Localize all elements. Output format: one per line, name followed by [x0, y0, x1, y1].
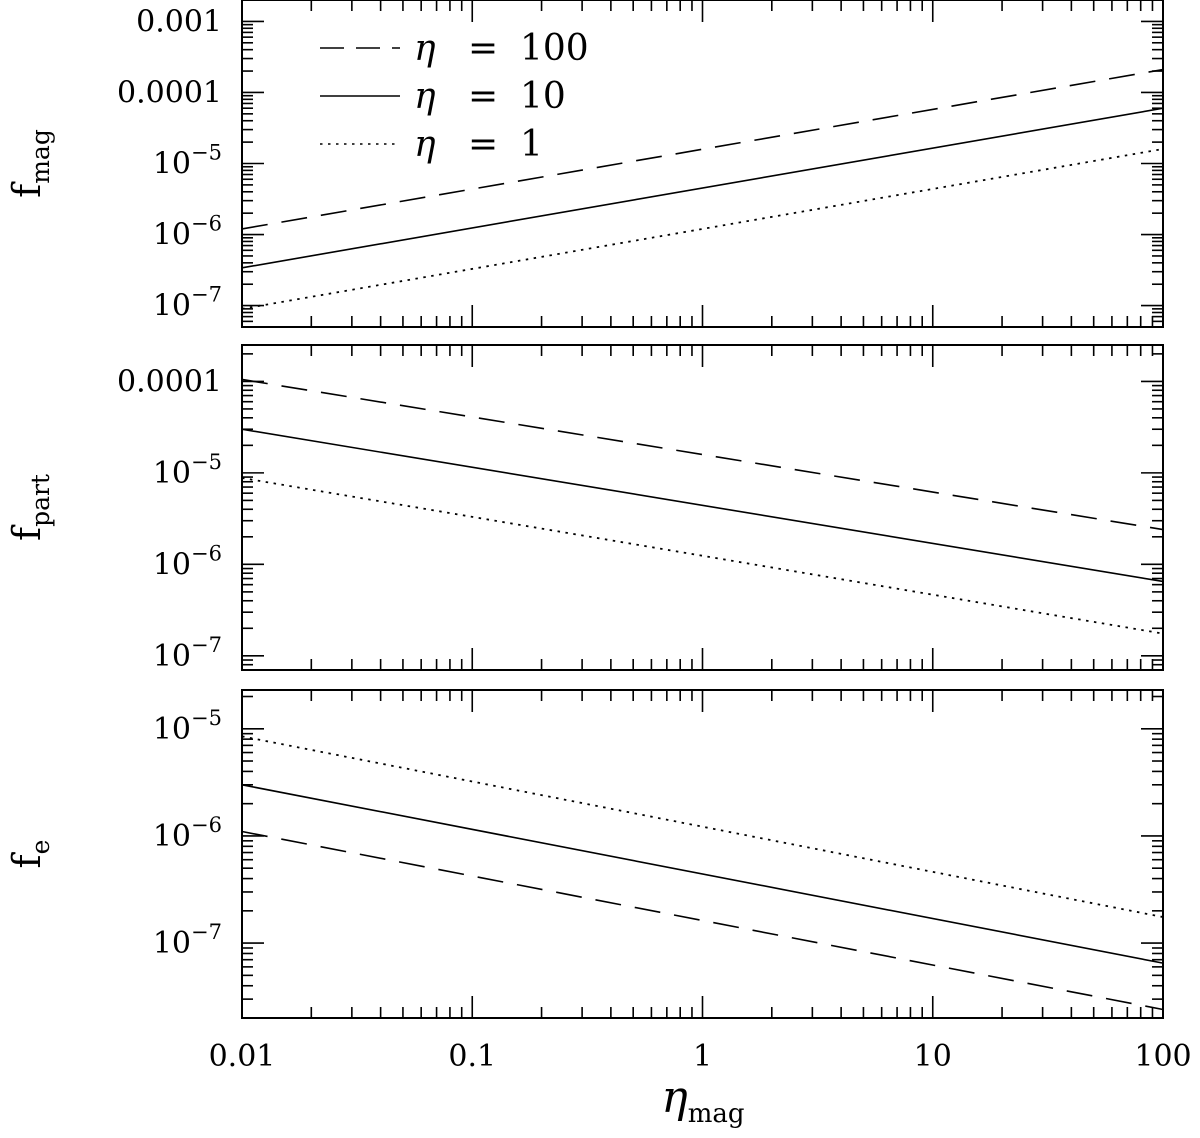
y-tick-label-base: 10 — [153, 547, 191, 582]
y-tick-label: 10−6 — [153, 541, 222, 582]
y-axis-label-sub: mag — [26, 129, 55, 184]
y-tick-label-base: 0.0001 — [117, 75, 222, 110]
y-tick-label-exponent: −6 — [191, 813, 222, 837]
y-tick-label-exponent: −6 — [191, 541, 222, 565]
plot-frame — [241, 344, 1164, 671]
series-line-dotted — [241, 477, 1164, 635]
x-tick-label: 0.1 — [448, 1039, 496, 1074]
y-tick-label-base: 10 — [153, 218, 191, 253]
y-axis-label-main: f — [5, 851, 49, 868]
y-tick-label-exponent: −7 — [191, 920, 222, 944]
y-tick-label: 0.0001 — [117, 75, 222, 110]
y-tick-label: 0.0001 — [117, 364, 222, 399]
series-line-dashed — [241, 830, 1164, 1011]
legend-symbol: η — [414, 124, 436, 165]
x-tick-label: 0.01 — [209, 1039, 276, 1074]
y-tick-label-exponent: −7 — [191, 283, 222, 307]
y-tick-label-exponent: −5 — [191, 450, 222, 474]
x-axis-label: ηmag — [661, 1072, 744, 1129]
y-tick-label-base: 0.001 — [136, 4, 222, 39]
x-tick-label: 10 — [914, 1039, 952, 1074]
series-line-dotted — [241, 148, 1164, 310]
y-tick-label-exponent: −6 — [191, 212, 222, 236]
legend-value: 1 — [520, 124, 543, 165]
y-axis-label: fmag — [5, 129, 55, 198]
y-tick-label-base: 0.0001 — [117, 364, 222, 399]
y-tick-label-exponent: −5 — [191, 141, 222, 165]
series-line-solid — [241, 428, 1164, 583]
x-axis-label-main: η — [661, 1072, 687, 1123]
legend-symbol: η — [414, 28, 436, 69]
x-tick-label: 100 — [1134, 1039, 1191, 1074]
y-ticks — [242, 353, 1163, 671]
y-axis-label-sub: part — [26, 474, 55, 527]
y-axis-label-main: f — [5, 181, 49, 198]
y-tick-label: 10−7 — [153, 920, 222, 961]
x-ticks — [241, 690, 1164, 1018]
legend: η = 100 η = 10 η = 1 — [320, 28, 589, 165]
series-line-dashed — [241, 68, 1164, 230]
y-tick-label: 10−7 — [153, 283, 222, 324]
x-ticks — [241, 0, 1164, 327]
y-axis-label: fpart — [5, 474, 55, 541]
legend-equals: = — [468, 28, 498, 69]
y-tick-label: 10−5 — [153, 450, 222, 491]
series-line-dashed — [241, 378, 1164, 531]
y-tick-label-base: 10 — [153, 926, 191, 961]
legend-symbol: η — [414, 76, 436, 117]
legend-equals: = — [468, 76, 498, 117]
y-tick-label-base: 10 — [153, 289, 191, 324]
y-axis-label-sub: e — [26, 840, 55, 855]
series-line-solid — [241, 107, 1164, 269]
legend-value: 10 — [520, 76, 566, 117]
plot-frame — [241, 689, 1164, 1019]
y-ticks — [242, 0, 1163, 328]
y-tick-label-exponent: −7 — [191, 633, 222, 657]
y-axis-label-main: f — [5, 524, 49, 541]
y-tick-label-base: 10 — [153, 456, 191, 491]
y-ticks — [242, 695, 1163, 1019]
y-tick-label: 10−5 — [153, 706, 222, 747]
y-tick-label-exponent: −5 — [191, 706, 222, 730]
series-line-solid — [241, 784, 1164, 964]
legend-equals: = — [468, 124, 498, 165]
y-tick-label: 10−7 — [153, 633, 222, 674]
x-ticks — [241, 345, 1164, 670]
y-tick-label: 10−6 — [153, 212, 222, 253]
y-tick-label-base: 10 — [153, 147, 191, 182]
y-tick-label: 10−5 — [153, 141, 222, 182]
plot-frame — [241, 0, 1164, 328]
y-axis-label: fe — [5, 840, 55, 869]
x-axis-label-sub: mag — [688, 1099, 745, 1129]
y-tick-label-base: 10 — [153, 712, 191, 747]
x-tick-label: 1 — [693, 1039, 712, 1074]
y-tick-label-base: 10 — [153, 639, 191, 674]
series-line-dotted — [241, 735, 1164, 918]
legend-value: 100 — [520, 28, 589, 69]
y-tick-label: 0.001 — [136, 4, 222, 39]
y-tick-label-base: 10 — [153, 819, 191, 854]
y-tick-label: 10−6 — [153, 813, 222, 854]
